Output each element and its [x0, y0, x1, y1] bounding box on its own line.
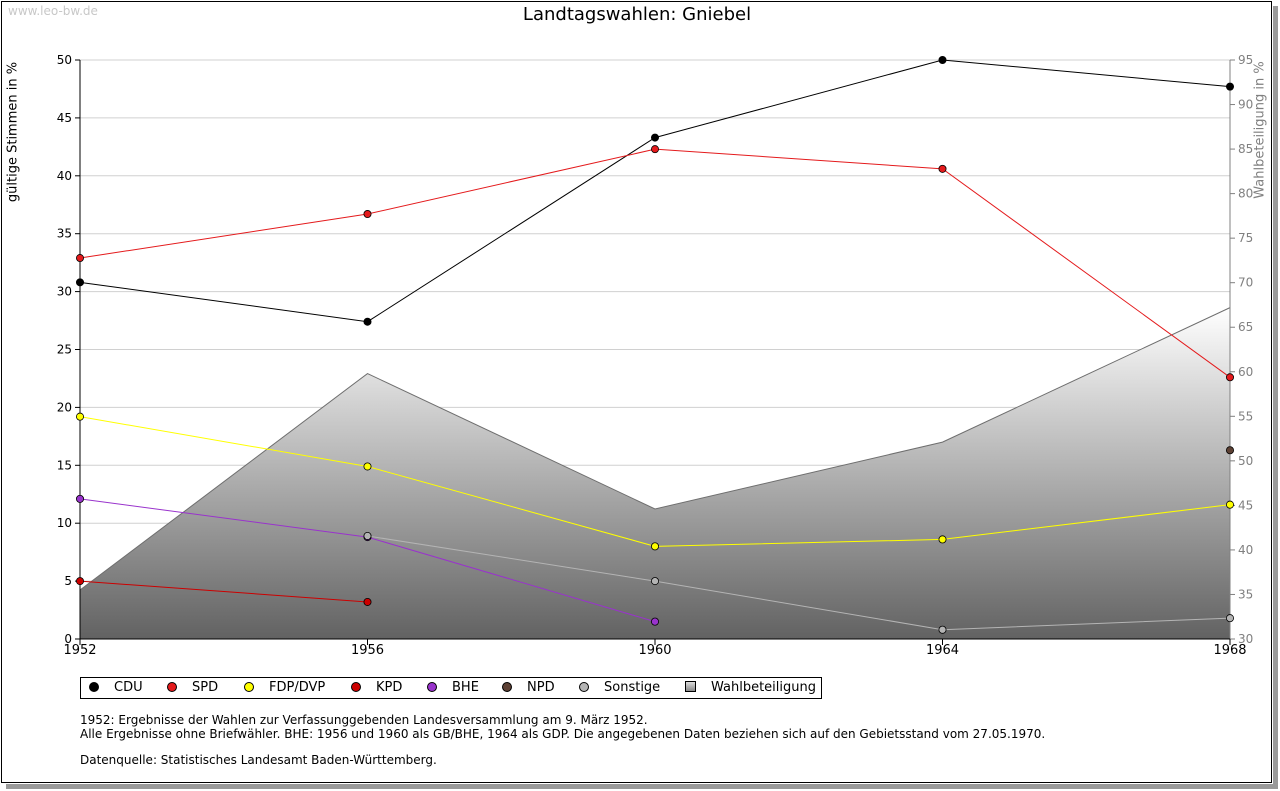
turnout-area-edge: [79, 307, 1231, 591]
legend-marker-bhe: [427, 681, 437, 692]
x-tick-label: 1964: [926, 643, 959, 658]
y-tick-label-left: 25: [57, 343, 72, 357]
y-tick-label-right: 35: [1238, 587, 1253, 601]
legend-label-wahlbeteiligung: Wahlbeteiligung: [711, 680, 817, 695]
point-cdu: [938, 56, 947, 65]
legend-marker-cdu: [89, 681, 99, 692]
y-tick-label-left: 40: [57, 169, 72, 183]
legend-marker-sonstige: [579, 681, 589, 692]
chart-title: Landtagswahlen: Gniebel: [522, 4, 752, 25]
legend-item-wahlbeteiligung: Wahlbeteiligung: [685, 680, 816, 695]
legend-item-kpd: KPD: [351, 680, 402, 695]
point-sonstige: [1226, 614, 1235, 623]
axes: 0 5 10 15 20 25 30 35 40 45 50 30 35 40 45 50 55 60 65 70 75…: [57, 53, 1254, 658]
y-tick-label-left: 5: [64, 574, 72, 588]
y-tick-label-right: 60: [1238, 365, 1253, 379]
y-tick-label-left: 0: [64, 632, 72, 646]
legend-marker-wahlbeteiligung: [685, 681, 696, 692]
y-tick-label-left: 50: [57, 53, 72, 67]
point-kpd: [363, 597, 372, 606]
legend-label-kpd: KPD: [376, 680, 403, 695]
x-tick-label: 1952: [63, 643, 96, 658]
point-spd: [651, 145, 660, 154]
legend-label-spd: SPD: [192, 680, 219, 695]
legend-label-bhe: BHE: [452, 680, 479, 695]
legend-item-sonstige: Sonstige: [579, 680, 660, 695]
legend-item-spd: SPD: [167, 680, 218, 695]
point-fdp-dvp: [938, 535, 947, 544]
point-fdp-dvp: [651, 542, 660, 551]
point-spd: [1226, 373, 1235, 382]
legend-item-npd: NPD: [502, 680, 555, 695]
footnote-1: 1952: Ergebnisse der Wahlen zur Verfassu…: [80, 713, 648, 727]
point-bhe: [651, 617, 660, 626]
legend-item-bhe: BHE: [427, 680, 479, 695]
y-tick-label-right: 95: [1238, 53, 1253, 67]
legend-item-cdu: CDU: [89, 680, 143, 695]
y-tick-label-left: 30: [57, 285, 72, 299]
point-sonstige: [651, 577, 660, 586]
point-sonstige: [938, 625, 947, 634]
legend-item-fdp-dvp: FDP/DVP: [244, 680, 325, 695]
data-source: Datenquelle: Statistisches Landesamt Bad…: [80, 753, 437, 767]
y-tick-label-right: 85: [1238, 142, 1253, 156]
point-bhe: [76, 494, 85, 503]
point-spd: [363, 210, 372, 219]
x-tick-label: 1968: [1213, 643, 1246, 658]
frame-shadow-bottom: [6, 784, 1278, 789]
series-line-kpd: [79, 580, 368, 603]
legend-marker-spd: [167, 681, 177, 692]
point-cdu: [1226, 82, 1235, 91]
y-tick-label-left: 20: [57, 400, 72, 414]
point-cdu: [651, 133, 660, 142]
series-line-cdu: [79, 59, 1231, 323]
y-tick-label-right: 45: [1238, 498, 1253, 512]
frame-shadow-right: [1273, 6, 1278, 788]
x-tick-label: 1956: [351, 643, 384, 658]
y-tick-label-right: 80: [1238, 187, 1253, 201]
y-tick-label-left: 35: [57, 227, 72, 241]
point-sonstige: [363, 531, 372, 540]
y-tick-label-left: 15: [57, 458, 72, 472]
point-spd: [76, 254, 85, 263]
point-cdu: [76, 278, 85, 287]
turnout-area-fill: [80, 307, 1230, 639]
series-line-sonstige: [367, 535, 1231, 631]
point-npd: [1226, 446, 1235, 455]
y-tick-label-right: 90: [1238, 98, 1253, 112]
legend-label-npd: NPD: [527, 680, 555, 695]
y-tick-label-right: 55: [1238, 409, 1253, 423]
point-cdu: [363, 317, 372, 326]
legend-marker-npd: [502, 681, 512, 692]
legend-label-sonstige: Sonstige: [604, 680, 661, 695]
series-line-spd: [79, 148, 1231, 378]
point-fdp-dvp: [1226, 500, 1235, 509]
series-lines: [76, 56, 1235, 634]
y-tick-label-right: 65: [1238, 320, 1253, 334]
y-tick-label-right: 50: [1238, 454, 1253, 468]
turnout-area: [79, 307, 1231, 639]
legend-label-fdp-dvp: FDP/DVP: [269, 680, 326, 695]
footnotes: 1952: Ergebnisse der Wahlen zur Verfassu…: [80, 713, 1045, 767]
watermark: www.leo-bw.de: [8, 4, 98, 18]
footnote-2: Alle Ergebnisse ohne Briefwähler. BHE: 1…: [80, 727, 1046, 741]
legend-marker-kpd: [351, 681, 361, 692]
point-fdp-dvp: [363, 462, 372, 471]
x-tick-label: 1960: [638, 643, 671, 658]
y-tick-label-right: 30: [1238, 632, 1253, 646]
y-tick-label-left: 10: [57, 516, 72, 530]
y-tick-label-right: 40: [1238, 543, 1253, 557]
point-fdp-dvp: [76, 412, 85, 421]
legend-label-cdu: CDU: [114, 680, 143, 695]
y-tick-label-right: 70: [1238, 276, 1253, 290]
legend: CDU SPD FDP/DVP KPD BHE NPD Sonstige Wah…: [80, 677, 822, 699]
y-tick-label-right: 75: [1238, 231, 1253, 245]
legend-marker-fdp-dvp: [244, 681, 254, 692]
point-spd: [938, 164, 947, 173]
point-kpd: [76, 577, 85, 586]
y-tick-label-left: 45: [57, 111, 72, 125]
